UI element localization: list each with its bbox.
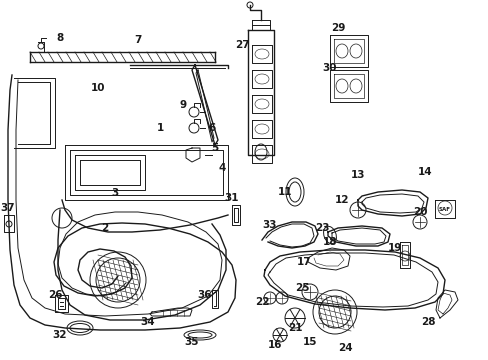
Text: SAF: SAF (438, 207, 450, 212)
Text: 36: 36 (197, 290, 212, 300)
Text: 26: 26 (48, 290, 62, 300)
Text: 35: 35 (184, 337, 199, 347)
Text: 29: 29 (330, 23, 345, 33)
Text: 22: 22 (254, 297, 269, 307)
Text: 2: 2 (101, 223, 108, 233)
Text: 33: 33 (262, 220, 277, 230)
Text: 27: 27 (234, 40, 249, 50)
Text: 10: 10 (91, 83, 105, 93)
Text: 13: 13 (350, 170, 365, 180)
Text: 12: 12 (334, 195, 348, 205)
Text: 20: 20 (412, 207, 427, 217)
Text: 6: 6 (208, 123, 215, 133)
Text: 25: 25 (294, 283, 308, 293)
Text: 21: 21 (287, 323, 302, 333)
Text: 32: 32 (53, 330, 67, 340)
Text: 30: 30 (322, 63, 337, 73)
Text: 15: 15 (302, 337, 317, 347)
Text: 23: 23 (314, 223, 328, 233)
Text: 34: 34 (141, 317, 155, 327)
Text: 24: 24 (337, 343, 351, 353)
Text: 4: 4 (218, 163, 225, 173)
Text: 37: 37 (0, 203, 15, 213)
Text: 17: 17 (296, 257, 311, 267)
Text: 19: 19 (387, 243, 401, 253)
Text: 5: 5 (211, 143, 218, 153)
Text: 28: 28 (420, 317, 434, 327)
Text: 18: 18 (322, 237, 337, 247)
Text: 1: 1 (156, 123, 163, 133)
Text: 7: 7 (134, 35, 142, 45)
Text: 14: 14 (417, 167, 431, 177)
Text: 9: 9 (179, 100, 186, 110)
Text: 3: 3 (111, 188, 119, 198)
Text: 11: 11 (277, 187, 292, 197)
Text: 16: 16 (267, 340, 282, 350)
Text: 8: 8 (56, 33, 63, 43)
Text: 31: 31 (224, 193, 239, 203)
